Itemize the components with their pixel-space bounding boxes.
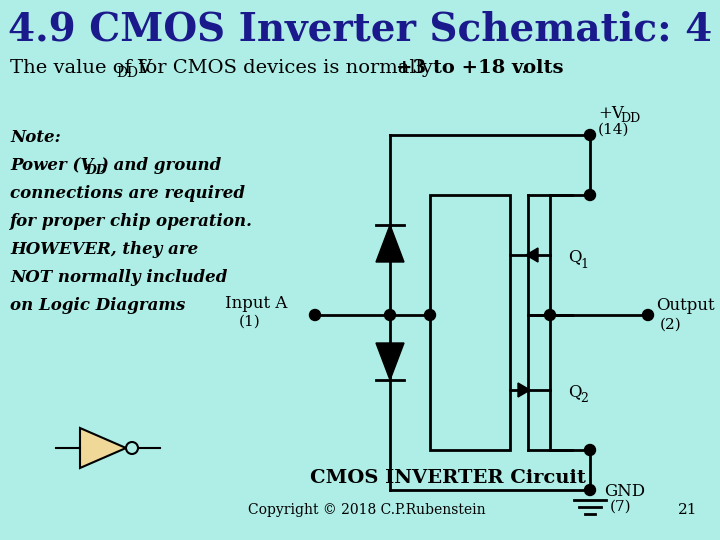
Text: on Logic Diagrams: on Logic Diagrams [10, 298, 185, 314]
Text: Copyright © 2018 C.P.Rubenstein: Copyright © 2018 C.P.Rubenstein [248, 503, 485, 517]
Text: connections are required: connections are required [10, 186, 245, 202]
Text: Note:: Note: [10, 130, 60, 146]
Text: GND: GND [604, 483, 645, 501]
Circle shape [126, 442, 138, 454]
Text: Output: Output [656, 296, 715, 314]
Text: .: . [520, 59, 526, 77]
Circle shape [310, 309, 320, 321]
Text: NOT normally included: NOT normally included [10, 269, 228, 287]
Text: Q: Q [568, 383, 582, 401]
Text: DD: DD [116, 66, 138, 80]
Text: Q: Q [568, 248, 582, 266]
Text: ) and ground: ) and ground [101, 158, 222, 174]
Circle shape [384, 309, 395, 321]
Circle shape [585, 190, 595, 200]
Text: for proper chip operation.: for proper chip operation. [10, 213, 253, 231]
Text: 2: 2 [580, 393, 588, 406]
Polygon shape [376, 225, 404, 262]
Polygon shape [526, 248, 538, 262]
Text: 1: 1 [580, 258, 588, 271]
Circle shape [544, 309, 556, 321]
Text: +3 to +18 volts: +3 to +18 volts [396, 59, 564, 77]
Text: for CMOS devices is normally: for CMOS devices is normally [132, 59, 439, 77]
Text: Input A: Input A [225, 294, 287, 312]
Text: (1): (1) [239, 315, 261, 329]
Text: CMOS INVERTER Circuit: CMOS INVERTER Circuit [310, 469, 586, 487]
Polygon shape [376, 343, 404, 380]
Text: Power (V: Power (V [10, 158, 94, 174]
Circle shape [585, 484, 595, 496]
Circle shape [585, 444, 595, 456]
Text: HOWEVER, they are: HOWEVER, they are [10, 241, 198, 259]
Text: (14): (14) [598, 123, 629, 137]
Polygon shape [80, 428, 126, 468]
Text: 21: 21 [678, 503, 697, 517]
Text: DD: DD [620, 112, 640, 125]
Text: DD: DD [85, 165, 107, 178]
Circle shape [425, 309, 436, 321]
Text: (2): (2) [660, 318, 682, 332]
Circle shape [585, 130, 595, 140]
Text: +V: +V [598, 105, 624, 122]
Text: The value of V: The value of V [10, 59, 152, 77]
Text: 4.9 CMOS Inverter Schematic: 4 parts: 4.9 CMOS Inverter Schematic: 4 parts [8, 11, 720, 49]
Circle shape [642, 309, 654, 321]
Text: (7): (7) [610, 500, 631, 514]
Polygon shape [518, 383, 530, 397]
